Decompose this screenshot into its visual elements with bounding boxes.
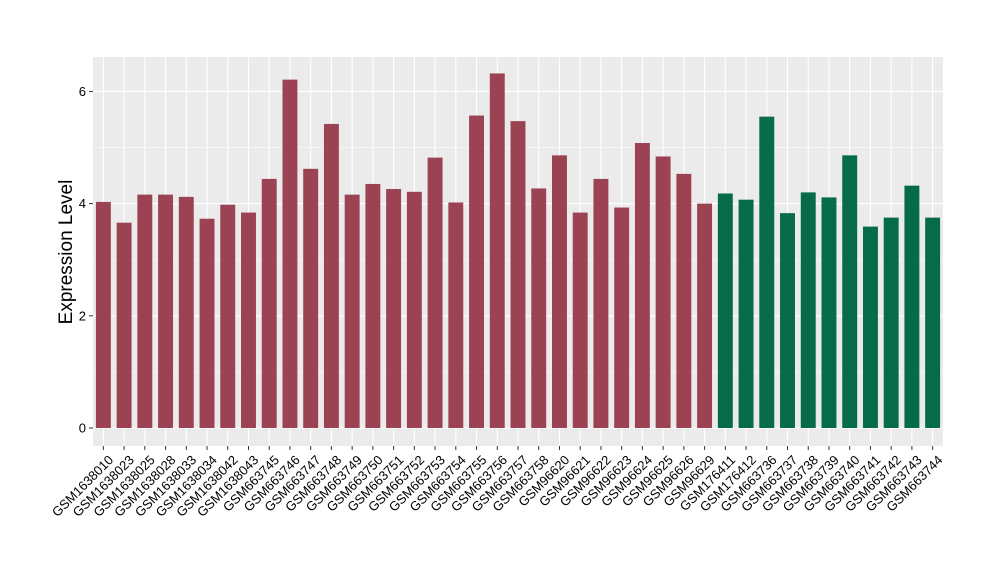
bar xyxy=(634,143,650,428)
bar xyxy=(489,73,505,428)
bar xyxy=(697,203,713,428)
bar xyxy=(158,194,174,428)
bar xyxy=(241,212,256,428)
bar xyxy=(780,213,795,428)
y-tick-label: 2 xyxy=(79,308,86,323)
bar xyxy=(883,217,899,428)
bar xyxy=(469,115,484,428)
bar xyxy=(759,116,775,429)
bar xyxy=(365,183,381,428)
bar xyxy=(655,156,671,428)
x-axis: GSM1638010GSM1638023GSM1638025GSM1638028… xyxy=(49,446,946,520)
bars xyxy=(95,73,941,429)
bar xyxy=(842,155,858,428)
bar xyxy=(717,193,733,428)
bar xyxy=(220,204,236,428)
bar xyxy=(800,192,816,428)
bar xyxy=(137,194,153,428)
bar xyxy=(448,202,464,428)
bar xyxy=(386,189,402,428)
bar xyxy=(738,199,754,428)
bar xyxy=(862,226,878,428)
bar xyxy=(572,212,588,428)
y-tick-label: 0 xyxy=(79,421,86,436)
bar xyxy=(116,222,132,428)
bar xyxy=(676,173,692,428)
bar xyxy=(552,155,567,428)
bar xyxy=(406,191,422,428)
bar xyxy=(593,178,609,428)
bar xyxy=(427,157,443,428)
y-axis: 0 2 4 6 xyxy=(79,84,93,436)
bar xyxy=(614,207,630,428)
bar xyxy=(323,123,339,429)
bar xyxy=(821,197,837,428)
bar xyxy=(282,79,298,428)
bar xyxy=(95,201,111,428)
bar xyxy=(344,194,360,428)
bar xyxy=(261,178,277,428)
y-tick-label: 6 xyxy=(79,84,86,99)
bar xyxy=(531,188,547,428)
bar xyxy=(303,168,319,428)
bar xyxy=(904,185,920,428)
y-axis-label: Expression Level xyxy=(56,180,77,325)
bar xyxy=(199,218,215,428)
bar xyxy=(510,121,526,429)
bar xyxy=(178,196,194,428)
y-tick-label: 4 xyxy=(79,196,86,211)
bar xyxy=(925,217,941,428)
